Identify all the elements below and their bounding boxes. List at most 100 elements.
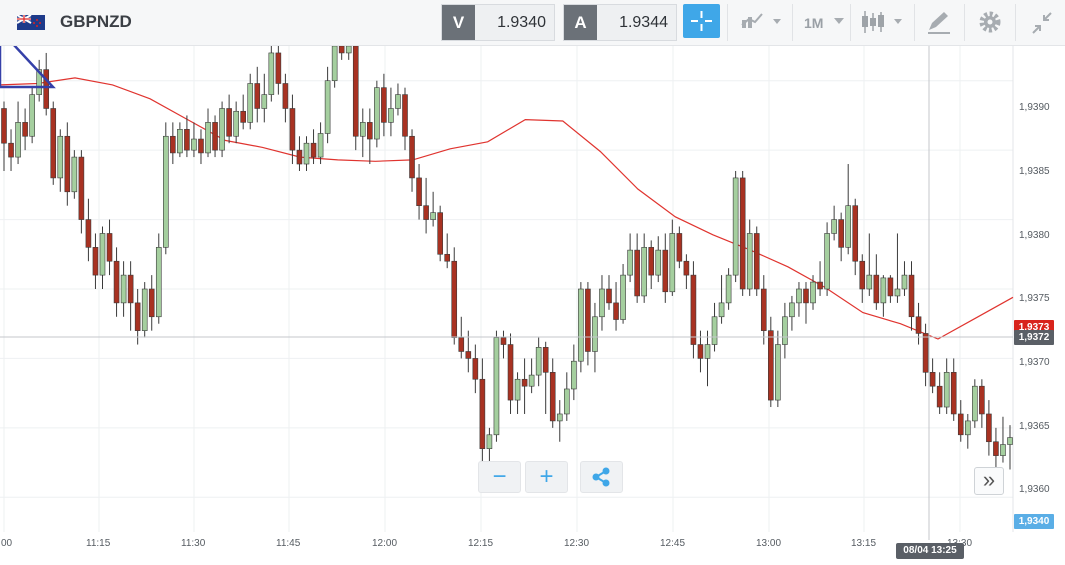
timeframe-button[interactable]: 1M — [804, 8, 844, 38]
candle-up — [578, 288, 584, 362]
candle-down — [198, 138, 204, 154]
candle-down — [697, 344, 704, 359]
crosshair-icon — [691, 11, 712, 31]
drawing-tool-button[interactable] — [926, 8, 952, 38]
y-tick-label: 1,9390 — [1019, 102, 1050, 113]
candle-down — [134, 302, 141, 331]
toolbar-divider — [792, 4, 793, 41]
buy-button[interactable]: A 1.9344 — [563, 4, 677, 41]
current-price-badge: 1,9372 — [1014, 330, 1054, 345]
x-tick-label: 13:00 — [756, 538, 782, 549]
candle-down — [936, 385, 943, 408]
candle-up — [261, 94, 268, 109]
candle-down — [43, 69, 50, 109]
candle-up — [388, 108, 394, 123]
x-tick-label: 00 — [1, 538, 13, 549]
x-tick-label: 12:45 — [660, 538, 686, 549]
toolbar-divider — [850, 4, 851, 41]
crosshair-button[interactable] — [683, 4, 720, 38]
candle-down — [170, 135, 176, 154]
y-tick-label: 1,9380 — [1019, 230, 1050, 241]
zoom-in-button[interactable]: + — [525, 461, 568, 493]
candle-up — [324, 80, 331, 134]
candle-up — [36, 69, 42, 95]
candle-up — [99, 233, 106, 276]
candle-down — [127, 274, 134, 304]
x-tick-label: 12:30 — [564, 538, 590, 549]
candle-down — [310, 142, 317, 158]
candle-up — [782, 316, 788, 345]
candle-up — [824, 233, 830, 290]
candle-down — [950, 372, 957, 415]
candle-down — [479, 378, 486, 449]
share-button[interactable] — [580, 461, 623, 493]
gb-nz-flag-icon — [17, 15, 45, 30]
candle-up — [746, 233, 753, 290]
candle-down — [507, 344, 514, 401]
drawing-tool-icon — [928, 12, 950, 34]
chart-type-button[interactable] — [740, 8, 784, 38]
toolbar-divider — [914, 4, 915, 41]
candle-up — [359, 122, 366, 137]
candle-down — [402, 94, 408, 137]
instrument-symbol[interactable]: GBPNZD — [60, 12, 132, 31]
candle-down — [444, 253, 451, 262]
top-toolbar: GBPNZD V 1.9340 A 1.9344 1M — [0, 0, 1065, 46]
candle-up — [789, 302, 795, 318]
candle-down — [922, 333, 929, 373]
candle-down — [22, 122, 28, 137]
candle-up — [15, 122, 21, 158]
candle-down — [915, 316, 922, 334]
zoom-out-button[interactable]: − — [478, 461, 521, 493]
scroll-to-latest-button[interactable]: » — [974, 467, 1004, 495]
candle-down — [465, 351, 472, 359]
candle-up — [514, 378, 521, 401]
candle-up — [725, 274, 732, 304]
buy-price: 1.9344 — [619, 14, 668, 31]
candle-down — [184, 129, 190, 151]
candle-down — [606, 288, 612, 304]
candle-up — [205, 122, 211, 154]
candle-down — [64, 135, 71, 193]
sell-button[interactable]: V 1.9340 — [441, 4, 555, 41]
settings-button[interactable] — [977, 8, 1003, 38]
buy-label: A — [564, 5, 597, 40]
candle-down — [85, 219, 92, 248]
candle-up — [571, 360, 577, 390]
candle-down — [458, 337, 465, 352]
candle-down — [78, 156, 85, 220]
candle-up — [395, 94, 401, 109]
candle-up — [430, 212, 436, 220]
candle-up — [775, 344, 781, 401]
candle-down — [803, 288, 809, 304]
candle-up — [943, 372, 950, 408]
candle-up — [972, 385, 978, 422]
candle-up — [317, 133, 324, 158]
candle-down — [986, 413, 992, 443]
price-chart[interactable] — [0, 46, 1065, 565]
candle-down — [549, 372, 556, 422]
candle-up — [655, 249, 662, 276]
candle-up — [219, 108, 225, 151]
sell-price: 1.9340 — [497, 14, 546, 31]
gear-icon — [979, 11, 1001, 33]
candle-up — [866, 274, 873, 290]
candle-up — [528, 374, 535, 387]
collapse-button[interactable] — [1030, 8, 1054, 38]
candle-up — [796, 288, 802, 304]
candle-down — [613, 302, 619, 320]
x-tick-label: 11:15 — [86, 538, 111, 549]
candle-down — [542, 347, 549, 373]
candle-up — [592, 316, 598, 352]
candle-up — [29, 94, 35, 137]
candle-up — [1000, 444, 1006, 456]
candle-up — [1007, 437, 1013, 445]
x-tick-label: 13:15 — [851, 538, 877, 549]
candle-up — [303, 142, 310, 165]
candle-down — [500, 337, 507, 345]
candle-down — [113, 260, 120, 304]
candle-style-button[interactable] — [860, 8, 906, 38]
toolbar-divider — [1015, 4, 1016, 41]
y-tick-label: 1,9360 — [1019, 484, 1050, 495]
candle-down — [472, 358, 479, 380]
